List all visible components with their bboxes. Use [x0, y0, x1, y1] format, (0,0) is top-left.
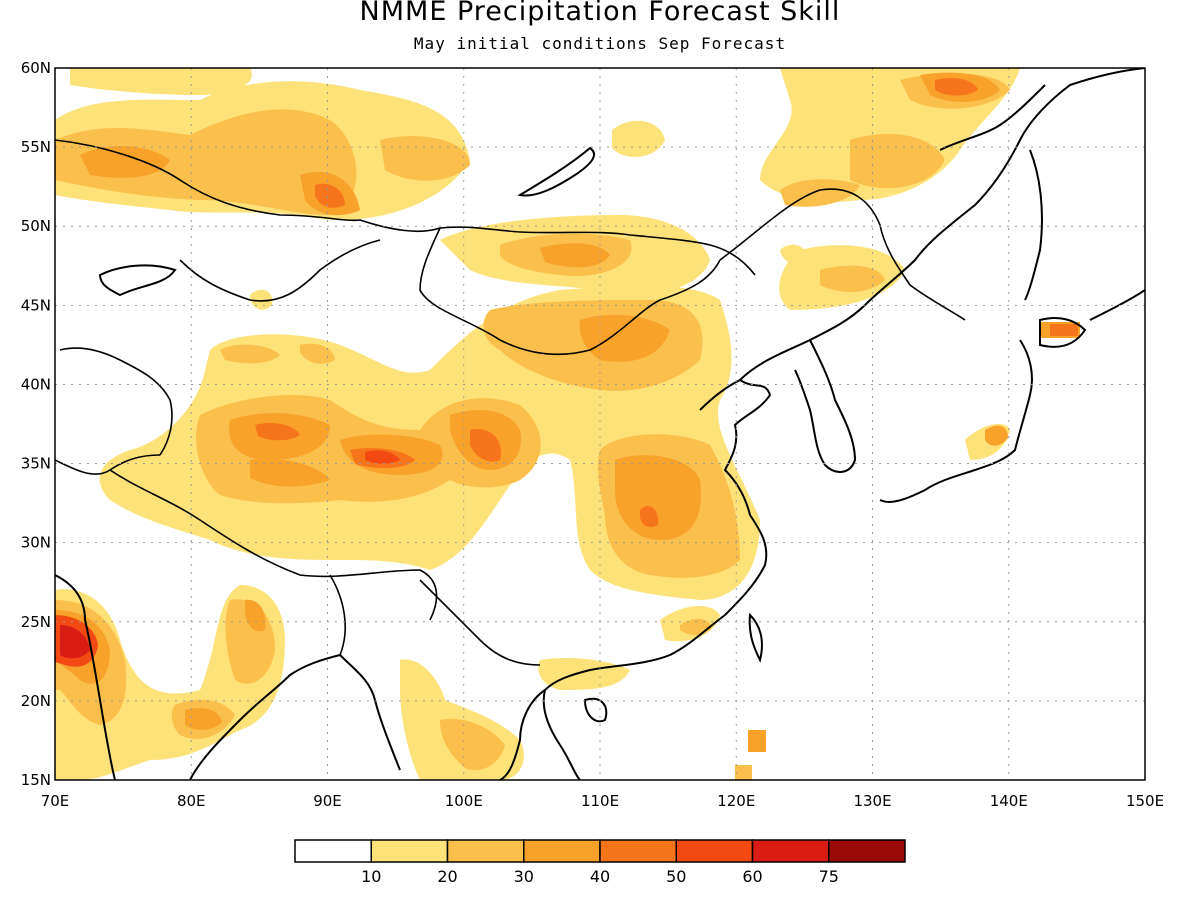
coastlines [55, 68, 1145, 780]
skill-region [55, 599, 266, 730]
skill-region [70, 68, 252, 95]
coastline [499, 689, 581, 780]
border-line [59, 347, 173, 456]
skill-region [612, 120, 665, 158]
map-subtitle: May initial conditions Sep Forecast [413, 34, 787, 53]
lat-tick-label: 55N [21, 138, 51, 156]
skill-region [220, 343, 335, 364]
colorbar-swatch [675, 839, 754, 863]
coastline [794, 339, 857, 473]
lat-tick-labels: 15N 20N 25N 30N 35N 40N 45N 50N 55N 60N [21, 59, 51, 789]
skill-region [400, 658, 630, 780]
skill-region [1050, 324, 1078, 336]
skill-region [985, 425, 1008, 446]
lon-tick-label: 100E [445, 792, 483, 810]
skill-region [255, 423, 659, 527]
colorbar: 10 20 30 40 50 60 75 [294, 839, 906, 886]
lon-tick-label: 110E [581, 792, 619, 810]
skill-region [315, 183, 345, 208]
lat-tick-label: 25N [21, 613, 51, 631]
coastline [879, 339, 1033, 503]
colorbar-label: 30 [514, 867, 534, 886]
border-line [109, 469, 438, 621]
lon-tick-label: 120E [717, 792, 755, 810]
coastline [1039, 317, 1087, 348]
borders [55, 139, 966, 666]
lat-tick-label: 40N [21, 375, 51, 393]
colorbar-label: 40 [590, 867, 610, 886]
coastline [517, 146, 595, 197]
skill-region [55, 109, 357, 215]
colorbar-label: 20 [437, 867, 457, 886]
lat-tick-label: 35N [21, 455, 51, 473]
lat-tick-label: 20N [21, 692, 51, 710]
border-line [329, 574, 346, 656]
border-line [179, 239, 381, 302]
lon-tick-label: 90E [313, 792, 342, 810]
border-line [419, 579, 541, 666]
border-line [719, 188, 966, 321]
coastline [583, 697, 608, 723]
lat-tick-label: 45N [21, 296, 51, 314]
skill-region [440, 718, 505, 771]
colorbar-swatch [370, 839, 449, 863]
coastline [748, 612, 763, 663]
coastline [544, 378, 772, 691]
gridlines [55, 68, 1145, 780]
colorbar-swatch [294, 839, 372, 863]
colorbar-swatch [751, 839, 830, 863]
lon-tick-label: 150E [1126, 792, 1164, 810]
skill-region [820, 265, 885, 292]
colorbar-label: 50 [666, 867, 686, 886]
lon-tick-label: 140E [990, 792, 1028, 810]
skill-region [365, 450, 400, 464]
colorbar-label: 60 [742, 867, 762, 886]
colorbar-swatch [523, 839, 601, 863]
border-line [419, 227, 721, 356]
lat-tick-label: 30N [21, 534, 51, 552]
skill-region [60, 625, 90, 659]
coastline [98, 264, 177, 297]
colorbar-label: 75 [819, 867, 839, 886]
map-frame [54, 67, 1146, 781]
skill-region [540, 243, 610, 268]
colorbar-swatch [446, 839, 525, 863]
border-line [55, 139, 756, 276]
colorbar-swatch [828, 839, 906, 863]
skill-region [735, 765, 752, 780]
coastline [739, 68, 1145, 381]
lon-tick-label: 70E [41, 792, 70, 810]
colorbar-label: 10 [361, 867, 381, 886]
coastline [339, 654, 401, 771]
lat-tick-label: 50N [21, 217, 51, 235]
lon-tick-label: 130E [853, 792, 891, 810]
skill-region [748, 730, 766, 752]
lon-tick-label: 80E [177, 792, 206, 810]
skill-region [850, 73, 1010, 189]
border-line [55, 454, 161, 475]
skill-region [935, 78, 978, 96]
map-title: NMME Precipitation Forecast Skill [359, 0, 841, 27]
lat-tick-label: 15N [21, 771, 51, 789]
lon-tick-labels: 70E 80E 90E 100E 110E 120E 130E 140E 150E [41, 792, 1164, 810]
skill-shading [55, 68, 1080, 780]
colorbar-swatch [599, 839, 677, 863]
skill-region [229, 413, 330, 487]
lat-tick-label: 60N [21, 59, 51, 77]
coastline [55, 574, 341, 780]
skill-region [579, 314, 701, 540]
coastline [1024, 149, 1043, 301]
coastline [939, 84, 1046, 151]
skill-region [80, 145, 360, 216]
skill-region [55, 599, 275, 739]
